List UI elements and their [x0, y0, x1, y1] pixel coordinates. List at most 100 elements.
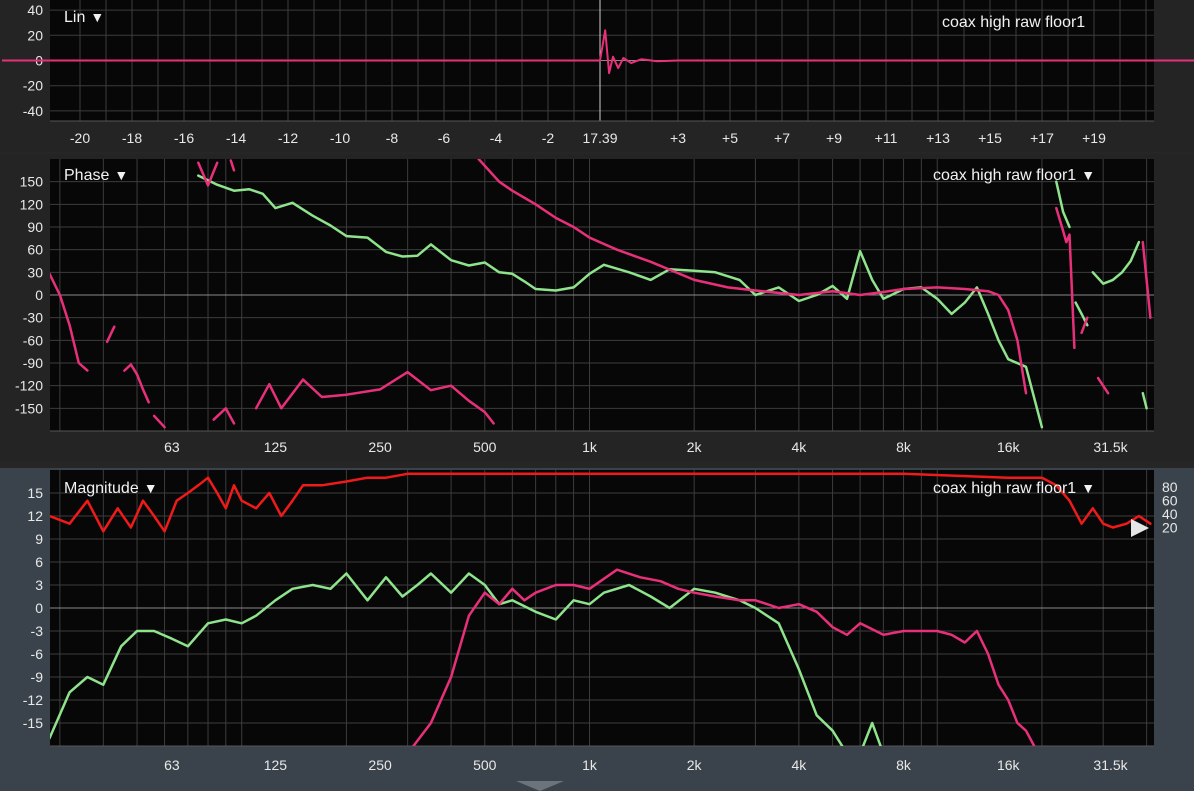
- y-tick-label: -120: [15, 378, 43, 394]
- x-tick-label: 500: [473, 439, 497, 455]
- y-tick-label: 0: [35, 600, 43, 616]
- impulse-view-selector[interactable]: Lin ▼: [64, 9, 104, 27]
- x-tick-label: -6: [438, 130, 451, 146]
- right-axis-tick-label: 40: [1162, 506, 1178, 522]
- impulse-view-label: Lin: [64, 9, 86, 26]
- play-triangle-icon[interactable]: [1129, 518, 1151, 538]
- phase-pink-line: [1080, 316, 1089, 335]
- x-tick-label: +19: [1082, 130, 1106, 146]
- x-tick-label: 125: [264, 757, 288, 773]
- phase-pink-line: [105, 325, 116, 344]
- y-tick-label: 9: [35, 531, 43, 547]
- right-axis-tick-label: 80: [1162, 479, 1178, 495]
- x-tick-label: 31.5k: [1093, 439, 1128, 455]
- phase-pink-line: [477, 159, 1028, 395]
- magnitude-panel: 15 12 9 6 3 0 -3 -6 -9 -12 -15 63 125 250 500 1k 2k 4k 8k 1…: [0, 468, 1194, 791]
- x-tick-label: -2: [542, 130, 555, 146]
- x-tick-label: -20: [70, 130, 90, 146]
- triangle-down-icon: ▼: [90, 9, 105, 25]
- x-tick-label: 16k: [997, 757, 1021, 773]
- magnitude-trace-selector[interactable]: coax high raw floor1 ▼: [933, 480, 1095, 498]
- y-tick-label: -15: [23, 715, 43, 731]
- y-tick-label: -90: [23, 355, 43, 371]
- y-tick-label: -20: [23, 78, 43, 94]
- x-tick-label: 2k: [687, 439, 703, 455]
- x-tick-label: 63: [164, 757, 180, 773]
- phase-chart: 150 120 90 60 30 0 -30 -60 -90 -120 -150 63 125 250 50…: [15, 159, 1154, 455]
- x-tick-label: 63: [164, 439, 180, 455]
- x-tick-label: -4: [490, 130, 503, 146]
- phase-panel: 150 120 90 60 30 0 -30 -60 -90 -120 -150 63 125 250 50…: [0, 154, 1194, 462]
- x-tick-label: 1k: [582, 757, 598, 773]
- impulse-panel: 40 20 0 -20 -40 -20 -18 -16 -14 -12 -10 -8 -6 -4 -2 17.…: [0, 0, 1194, 152]
- y-tick-label: -3: [31, 623, 44, 639]
- magnitude-trace-name: coax high raw floor1: [933, 480, 1077, 497]
- y-tick-label: -60: [23, 332, 43, 348]
- x-tick-label: 125: [264, 439, 288, 455]
- phase-trace-selector[interactable]: coax high raw floor1 ▼: [933, 167, 1095, 185]
- y-tick-label: 6: [35, 554, 43, 570]
- x-tick-label: 1k: [582, 439, 598, 455]
- x-tick-label: 8k: [896, 439, 912, 455]
- magnitude-view-label: Magnitude: [64, 480, 139, 497]
- triangle-down-icon: ▼: [1081, 480, 1096, 496]
- magnitude-green-line: [50, 572, 882, 746]
- phase-trace-name: coax high raw floor1: [933, 167, 1077, 184]
- panel-resize-grip[interactable]: [516, 781, 564, 791]
- magnitude-view-selector[interactable]: Magnitude ▼: [64, 480, 158, 498]
- y-tick-label: 3: [35, 577, 43, 593]
- x-tick-label: -18: [122, 130, 142, 146]
- magnitude-pink-line: [411, 568, 1036, 746]
- y-tick-label: -30: [23, 310, 43, 326]
- x-tick-label: 500: [473, 757, 497, 773]
- y-tick-label: -6: [31, 646, 44, 662]
- right-axis-tick-label: 20: [1162, 520, 1178, 536]
- y-tick-label: 120: [20, 196, 44, 212]
- impulse-trace-line: [2, 29, 1194, 75]
- x-tick-label: +9: [826, 130, 842, 146]
- y-tick-label: 40: [27, 2, 43, 18]
- x-tick-label: +5: [722, 130, 738, 146]
- y-tick-label: -12: [23, 692, 43, 708]
- triangle-down-icon: ▼: [1081, 167, 1096, 183]
- y-tick-label: 60: [27, 242, 43, 258]
- impulse-trace-name: coax high raw floor1: [942, 14, 1086, 31]
- x-tick-label: +3: [670, 130, 686, 146]
- y-tick-label: -40: [23, 103, 43, 119]
- phase-pink-line: [123, 363, 150, 404]
- phase-green-line: [197, 174, 1044, 429]
- x-tick-label: 4k: [791, 439, 807, 455]
- phase-pink-line: [152, 414, 166, 429]
- phase-view-label: Phase: [64, 167, 110, 184]
- phase-pink-line: [1096, 376, 1110, 395]
- y-tick-label: 0: [35, 287, 43, 303]
- x-tick-label: -10: [330, 130, 350, 146]
- x-tick-label: 250: [368, 439, 392, 455]
- y-tick-label: -150: [15, 400, 43, 416]
- y-tick-label: 15: [27, 485, 43, 501]
- phase-green-line: [1141, 391, 1148, 410]
- y-tick-label: 30: [27, 264, 43, 280]
- x-tick-label: +13: [926, 130, 950, 146]
- x-tick-label: 17.39: [582, 130, 617, 146]
- x-tick-label: 2k: [687, 757, 703, 773]
- x-tick-label: +15: [978, 130, 1002, 146]
- phase-green-line: [1091, 240, 1141, 285]
- right-axis-tick-label: 60: [1162, 493, 1178, 509]
- x-tick-label: +11: [875, 130, 898, 146]
- x-tick-label: +17: [1030, 130, 1054, 146]
- y-tick-label: 20: [27, 27, 43, 43]
- x-tick-label: +7: [774, 130, 790, 146]
- y-tick-label: 12: [27, 508, 43, 524]
- phase-green-line: [1055, 180, 1071, 229]
- phase-pink-line: [254, 370, 495, 425]
- phase-pink-line: [1055, 206, 1076, 350]
- x-tick-label: 4k: [791, 757, 807, 773]
- phase-pink-line: [50, 272, 89, 372]
- x-tick-label: 16k: [997, 439, 1021, 455]
- phase-pink-line: [212, 407, 236, 425]
- phase-pink-line: [197, 161, 219, 187]
- x-tick-label: -16: [174, 130, 194, 146]
- phase-view-selector[interactable]: Phase ▼: [64, 167, 128, 185]
